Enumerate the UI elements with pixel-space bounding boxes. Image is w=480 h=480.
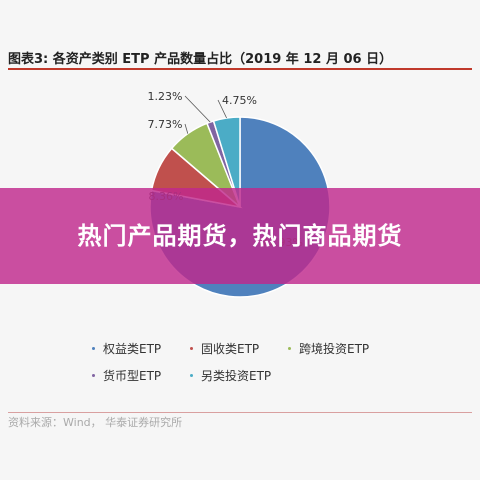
legend-item-cross-border: 跨境投资ETP [288,340,418,357]
overlay-banner [0,188,480,284]
figure-title: 图表3: 各资产类别 ETP 产品数量占比（2019 年 12 月 06 日） [8,52,393,67]
legend-label: 货币型ETP [103,369,162,383]
data-label-alternative: 4.75% [222,94,257,107]
leader-line-alternative [217,99,227,119]
legend-marker [190,374,193,377]
legend-marker [288,347,291,350]
legend-label: 跨境投资ETP [299,342,370,356]
legend-marker [190,347,193,350]
legend-item-money-market: 货币型ETP [92,367,190,384]
legend-label: 权益类ETP [103,342,162,356]
banner-text: 热门产品期货，热门商品期货 [77,222,403,250]
legend-item-fixed-income: 固收类ETP [190,340,288,357]
legend-label: 固收类ETP [201,342,260,356]
legend-marker [92,374,95,377]
legend-item-alternative: 另类投资ETP [190,367,288,384]
pie-slice-alternative [212,116,241,208]
legend-marker [92,347,95,350]
source-note: 资料来源：Wind， 华泰证券研究所 [8,416,183,429]
source-divider [8,412,472,413]
leader-line-money-market [184,95,211,123]
leader-line-cross-border [184,123,189,134]
legend-label: 另类投资ETP [201,369,272,383]
title-divider [8,68,472,70]
data-label-money-market: 1.23% [148,90,183,103]
legend-item-equity: 权益类ETP [92,340,190,357]
data-label-cross-border: 7.73% [148,118,183,131]
chart-legend: 权益类ETP 固收类ETP 跨境投资ETP 货币型ETP 另类投资ETP [92,340,422,384]
